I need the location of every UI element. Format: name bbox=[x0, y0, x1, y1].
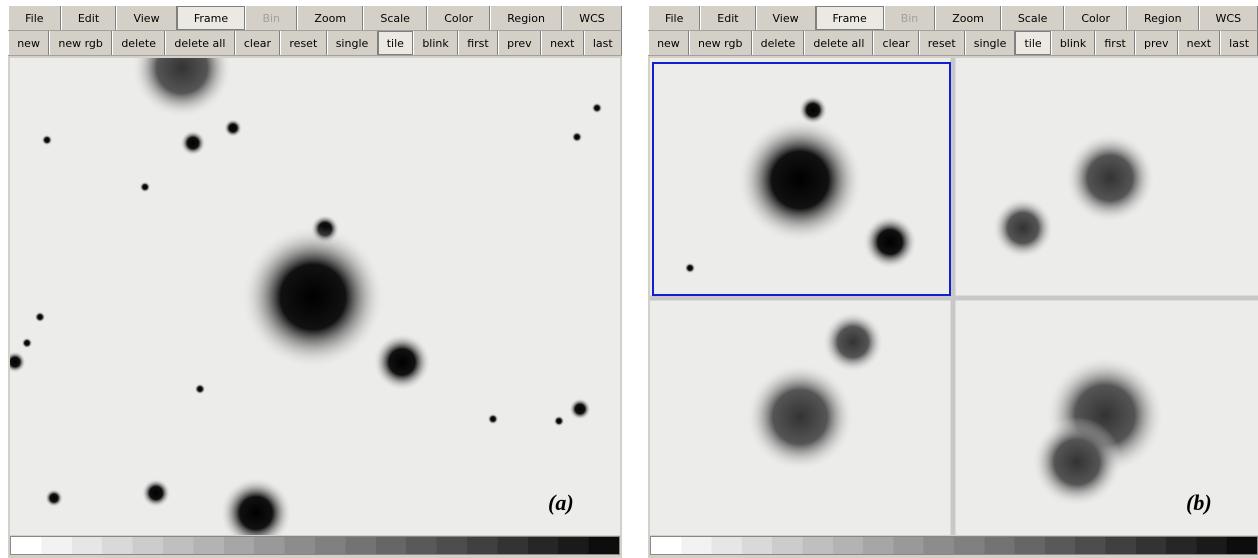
menu-item[interactable]: File bbox=[8, 6, 61, 30]
star bbox=[41, 134, 53, 146]
toolbar-button[interactable]: clear bbox=[873, 31, 919, 55]
star bbox=[224, 119, 242, 137]
toolbar-button[interactable]: tile bbox=[377, 31, 414, 55]
star bbox=[180, 130, 206, 156]
star bbox=[1065, 133, 1155, 223]
button-bar: new new rgb delete delete all clear reset sing… bbox=[8, 31, 622, 56]
menu-item[interactable]: Region bbox=[490, 6, 563, 30]
star bbox=[684, 262, 696, 274]
star bbox=[487, 413, 499, 425]
menu-item[interactable]: Frame bbox=[815, 6, 884, 30]
star bbox=[45, 489, 63, 507]
toolbar-button[interactable]: new bbox=[8, 31, 50, 55]
ds9-window: File Edit View Frame Bin Zoom Scale Color Region… bbox=[8, 6, 622, 558]
menu-item[interactable]: Zoom bbox=[935, 6, 1001, 30]
panel-label: (b) bbox=[1186, 490, 1212, 515]
star bbox=[10, 351, 26, 373]
star bbox=[241, 225, 385, 369]
toolbar-button[interactable]: first bbox=[457, 31, 498, 55]
toolbar-button[interactable]: first bbox=[1095, 31, 1135, 55]
toolbar-button[interactable]: new rgb bbox=[49, 31, 113, 55]
toolbar-button[interactable]: delete all bbox=[165, 31, 235, 55]
colorbar bbox=[10, 536, 620, 555]
star bbox=[863, 215, 917, 269]
star bbox=[131, 58, 233, 119]
current-frame-border bbox=[652, 62, 951, 296]
toolbar-button[interactable]: new rgb bbox=[688, 31, 752, 55]
toolbar-button[interactable]: delete bbox=[751, 31, 805, 55]
colorbar bbox=[650, 536, 1258, 555]
menu-item[interactable]: Zoom bbox=[297, 6, 364, 30]
toolbar-button[interactable]: next bbox=[1177, 31, 1221, 55]
menu-item[interactable]: WCS bbox=[562, 6, 622, 30]
menu-item[interactable]: Edit bbox=[700, 6, 756, 30]
toolbar-button[interactable]: clear bbox=[234, 31, 281, 55]
toolbar-button[interactable]: next bbox=[540, 31, 584, 55]
star bbox=[737, 117, 863, 243]
image-display bbox=[650, 58, 1258, 535]
panel-label: (a) bbox=[548, 490, 574, 515]
menu-item[interactable]: Edit bbox=[60, 6, 117, 30]
menu-item[interactable]: Bin bbox=[245, 6, 298, 30]
star bbox=[992, 197, 1054, 259]
toolbar-button[interactable]: blink bbox=[413, 31, 458, 55]
toolbar-button[interactable]: single bbox=[964, 31, 1016, 55]
toolbar-button[interactable]: prev bbox=[1134, 31, 1178, 55]
toolbar-button[interactable]: delete bbox=[112, 31, 166, 55]
star bbox=[373, 333, 431, 391]
star bbox=[194, 383, 206, 395]
menu-bar: File Edit View Frame Bin Zoom Scale Color Region… bbox=[648, 6, 1258, 31]
star bbox=[746, 363, 854, 471]
menu-item[interactable]: File bbox=[648, 6, 701, 30]
toolbar-button[interactable]: reset bbox=[280, 31, 327, 55]
menu-item[interactable]: Color bbox=[427, 6, 491, 30]
toolbar-button[interactable]: last bbox=[583, 31, 622, 55]
menu-item[interactable]: Bin bbox=[883, 6, 936, 30]
star bbox=[21, 337, 33, 349]
menu-item[interactable]: View bbox=[116, 6, 177, 30]
star bbox=[139, 181, 151, 193]
toolbar-button[interactable]: single bbox=[326, 31, 378, 55]
menu-item[interactable]: Region bbox=[1127, 6, 1199, 30]
star bbox=[553, 415, 565, 427]
menu-item[interactable]: WCS bbox=[1198, 6, 1258, 30]
menu-item[interactable]: Scale bbox=[363, 6, 428, 30]
menu-item[interactable]: View bbox=[755, 6, 816, 30]
toolbar-button[interactable]: last bbox=[1220, 31, 1258, 55]
toolbar-button[interactable]: delete all bbox=[804, 31, 874, 55]
toolbar-button[interactable]: blink bbox=[1050, 31, 1096, 55]
star bbox=[220, 477, 292, 535]
star bbox=[591, 102, 603, 114]
star bbox=[34, 311, 46, 323]
star bbox=[798, 95, 828, 125]
menu-bar: File Edit View Frame Bin Zoom Scale Color Region… bbox=[8, 6, 622, 31]
star bbox=[141, 478, 171, 508]
ds9-window: File Edit View Frame Bin Zoom Scale Color Region… bbox=[648, 6, 1258, 558]
toolbar-button[interactable]: reset bbox=[918, 31, 965, 55]
toolbar-button[interactable]: tile bbox=[1015, 31, 1051, 55]
image-display bbox=[10, 58, 620, 535]
toolbar-button[interactable]: prev bbox=[497, 31, 541, 55]
star bbox=[571, 131, 583, 143]
menu-item[interactable]: Scale bbox=[1000, 6, 1065, 30]
menu-item[interactable]: Color bbox=[1064, 6, 1128, 30]
menu-item[interactable]: Frame bbox=[176, 6, 246, 30]
toolbar-button[interactable]: new bbox=[648, 31, 689, 55]
button-bar: new new rgb delete delete all clear reset sing… bbox=[648, 31, 1258, 56]
star bbox=[822, 311, 884, 373]
star bbox=[569, 398, 591, 420]
star bbox=[1032, 417, 1122, 507]
